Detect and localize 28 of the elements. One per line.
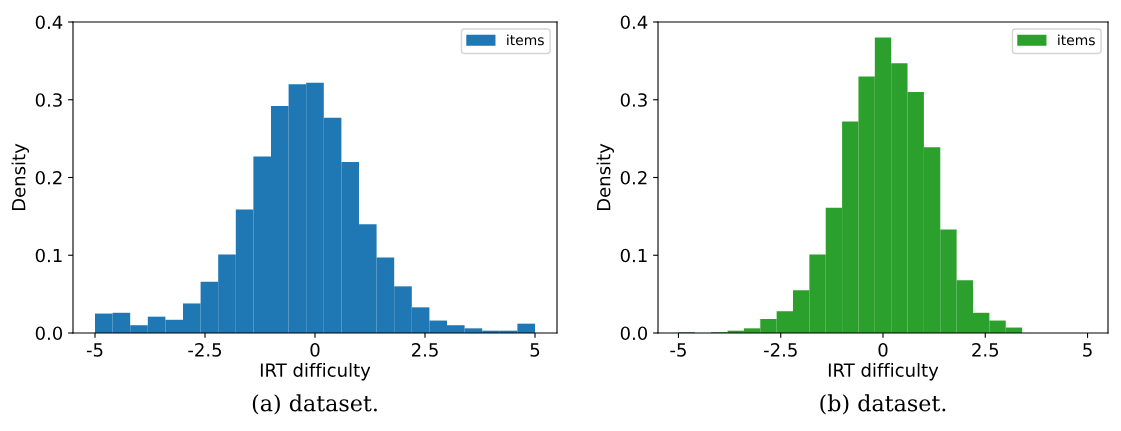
x-tick-label: -2.5 xyxy=(188,343,222,357)
y-tick-label: 0.3 xyxy=(35,93,62,107)
y-tick-label: 0.4 xyxy=(620,15,648,30)
x-tick-label: 0 xyxy=(878,343,888,357)
x-tick-label: -2.5 xyxy=(764,343,797,357)
x-axis-title: IRT difficulty xyxy=(828,362,939,381)
x-tick-label: 2.5 xyxy=(972,343,999,357)
y-tick-label: 0.0 xyxy=(35,326,63,341)
x-tick-label: 2.5 xyxy=(411,343,438,357)
legend-label: items xyxy=(507,34,544,46)
y-tick-label: 0.1 xyxy=(620,248,647,263)
y-tick-label: 0.2 xyxy=(620,170,647,185)
x-tick-label: -5 xyxy=(86,343,103,357)
y-tick-label: 0.1 xyxy=(35,248,62,263)
text: (b) dataset. xyxy=(820,394,946,415)
text: (a) dataset. xyxy=(252,394,377,415)
x-tick-label: 5 xyxy=(530,343,540,357)
x-tick-label: 5 xyxy=(1083,343,1092,357)
y-tick-label: 0.0 xyxy=(620,326,648,341)
y-tick-label: 0.4 xyxy=(35,15,63,30)
y-tick-label: 0.3 xyxy=(620,93,647,107)
y-axis-title: Density xyxy=(596,143,615,211)
legend-label: items xyxy=(1058,34,1095,46)
y-axis-title: Density xyxy=(11,143,30,211)
x-tick-label: -5 xyxy=(670,343,686,357)
x-tick-label: 0 xyxy=(310,343,320,357)
x-axis-title: IRT difficulty xyxy=(260,362,371,381)
y-tick-label: 0.2 xyxy=(35,170,62,185)
